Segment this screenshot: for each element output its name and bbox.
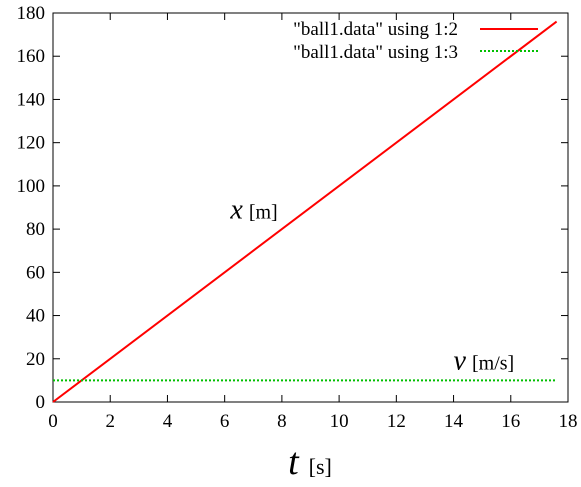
x-axis-unit: [s] [309,454,332,479]
legend-label-series-1: "ball1.data" using 1:2 [293,19,458,40]
annotation-symbol: v [454,346,467,377]
y-tick-label: 80 [26,219,45,240]
y-tick-label: 140 [17,89,46,110]
x-axis-label: t [s] [288,441,332,483]
y-tick-label: 0 [36,392,46,413]
y-tick-label: 160 [17,46,46,67]
x-tick-label: 8 [277,411,287,432]
annotation-symbol: x [229,194,243,225]
x-tick-label: 0 [48,411,58,432]
annotation-unit: [m/s] [472,353,514,375]
y-tick-label: 180 [17,3,46,24]
annotation-1: x [m] [229,194,277,225]
annotation-unit: [m] [249,201,278,223]
series-line-1 [52,20,558,403]
x-tick-label: 12 [387,411,406,432]
x-tick-label: 4 [163,411,173,432]
plot-frame [52,12,569,403]
legend: "ball1.data" using 1:2 "ball1.data" usin… [293,19,538,63]
y-tick-label: 100 [17,176,46,197]
annotations: x [m] v [m/s] [229,194,514,376]
x-tick-label: 6 [220,411,230,432]
x-tick-label: 2 [105,411,115,432]
tick-marks [52,12,569,403]
x-tick-label: 16 [501,411,520,432]
x-tick-label: 18 [559,411,578,432]
y-tick-label: 40 [26,306,45,327]
annotation-2: v [m/s] [454,346,515,377]
legend-label-series-2: "ball1.data" using 1:3 [293,42,458,63]
x-axis-symbol: t [288,441,300,483]
y-tick-label: 20 [26,349,45,370]
series-lines [52,20,558,403]
x-tick-label: 14 [444,411,464,432]
x-tick-label: 10 [330,411,349,432]
y-tick-label: 60 [26,262,45,283]
y-tick-label: 120 [17,133,46,154]
